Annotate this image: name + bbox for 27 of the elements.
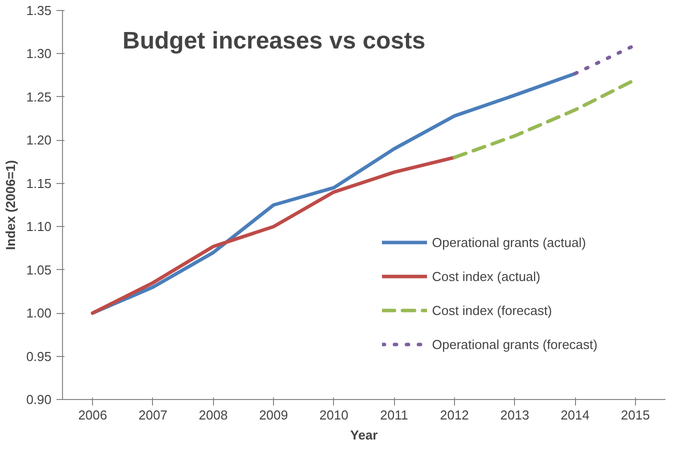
y-tick-label: 0.90 xyxy=(26,392,52,407)
legend-label: Cost index (actual) xyxy=(432,268,540,284)
legend-label: Cost index (forecast) xyxy=(432,302,552,318)
x-tick-label: 2015 xyxy=(620,408,650,422)
x-tick-label: 2006 xyxy=(78,408,108,422)
x-tick-label: 2014 xyxy=(560,408,590,422)
text: Budget increases vs costs xyxy=(122,28,426,54)
x-tick-label: 2011 xyxy=(380,408,408,422)
y-tick-label: 1.25 xyxy=(26,89,52,104)
x-tick-label: 2008 xyxy=(198,408,228,422)
x-tick-label: 2007 xyxy=(138,408,168,422)
legend-label: Operational grants (actual) xyxy=(432,234,586,250)
y-tick-label: 1.20 xyxy=(26,132,52,148)
legend-label: Operational grants (forecast) xyxy=(432,336,598,352)
x-tick-label: 2010 xyxy=(319,408,348,422)
x-tick-label: 2009 xyxy=(259,408,288,422)
y-tick-label: 1.30 xyxy=(26,46,52,62)
x-tick-label: 2012 xyxy=(440,408,469,422)
x-tick-label: 2013 xyxy=(500,408,530,422)
y-tick-label: 0.95 xyxy=(26,348,52,364)
y-tick-label: 1.15 xyxy=(26,176,52,191)
x-axis-title: Year xyxy=(350,428,378,442)
y-tick-label: 1.05 xyxy=(26,262,52,278)
y-axis-title: Index (2006=1) xyxy=(3,160,18,250)
y-tick-label: 1.35 xyxy=(26,3,52,18)
y-tick-label: 1.10 xyxy=(26,219,52,234)
y-tick-label: 1.00 xyxy=(26,306,52,321)
